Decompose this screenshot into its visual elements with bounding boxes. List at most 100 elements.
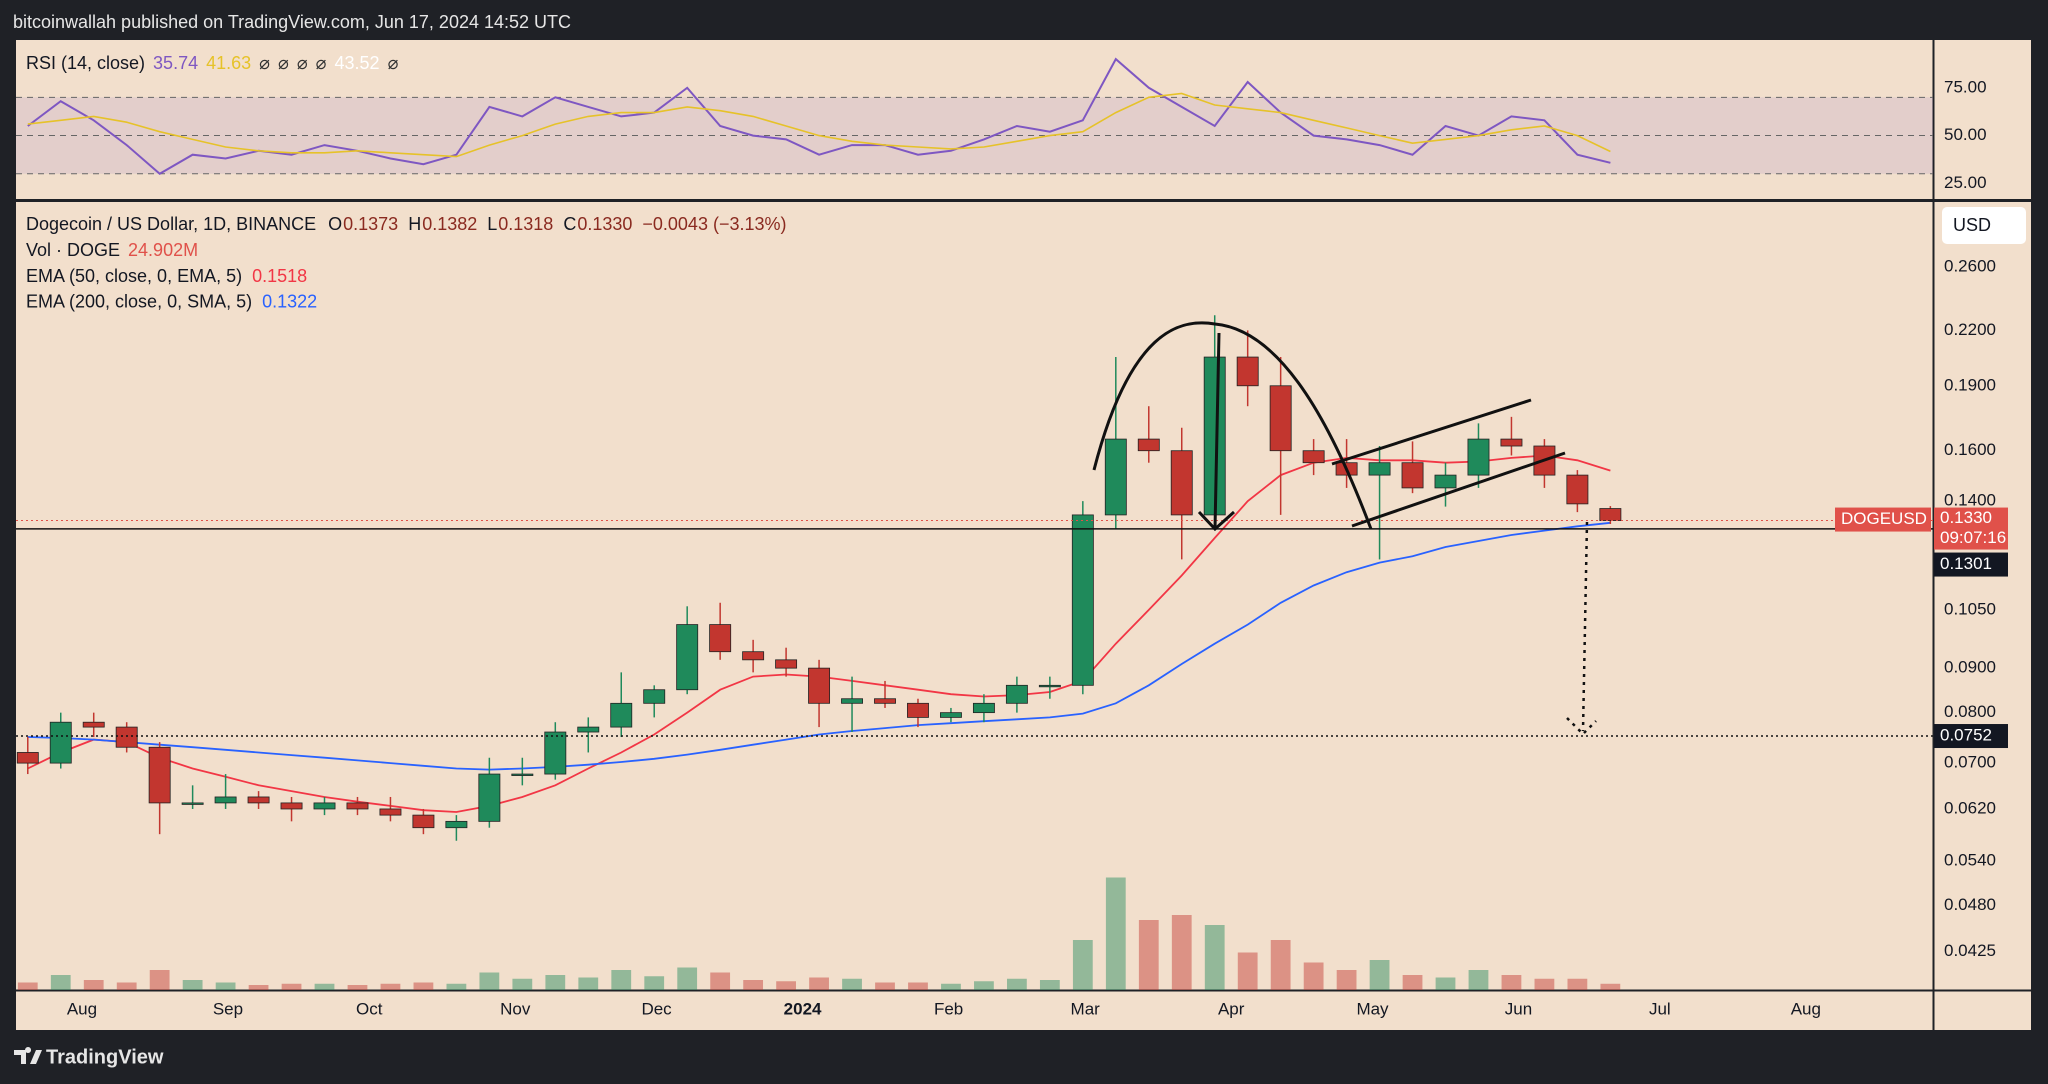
candle-body xyxy=(1137,438,1160,452)
volume-bar xyxy=(1435,977,1456,990)
x-tick-label: 2024 xyxy=(784,999,822,1018)
candle-body xyxy=(643,689,666,704)
brand[interactable]: TradingView xyxy=(14,1046,164,1068)
volume-bar xyxy=(248,985,269,990)
volume-bar xyxy=(644,976,665,990)
volume-bar xyxy=(611,970,632,990)
x-tick-label: Aug xyxy=(1791,999,1821,1018)
x-tick-label: Nov xyxy=(500,999,531,1018)
change-value: −0.0043 (−3.13%) xyxy=(642,214,786,234)
volume-bar xyxy=(50,975,71,990)
x-tick-label: Apr xyxy=(1218,999,1245,1018)
candle-body xyxy=(1566,474,1589,505)
publisher: bitcoinwallah published on TradingView.c… xyxy=(13,12,571,32)
candle-body xyxy=(49,721,72,764)
volume-bar xyxy=(446,983,467,990)
brand-name[interactable]: TradingView xyxy=(46,1046,164,1068)
y-tick-label: 0.2600 xyxy=(1944,257,1996,276)
candle-body xyxy=(478,773,501,822)
x-tick-label: Jun xyxy=(1505,999,1532,1018)
symbol-title: Dogecoin / US Dollar, 1D, BINANCE xyxy=(26,214,316,234)
candle-body xyxy=(1104,438,1127,516)
volume-bar xyxy=(1171,915,1192,990)
candle-body xyxy=(544,731,567,775)
volume-bar xyxy=(809,977,829,990)
symbol-badge xyxy=(1835,507,1931,532)
volume-bar xyxy=(941,983,961,990)
candle-body xyxy=(181,802,204,805)
volume-bar xyxy=(1501,975,1522,990)
volume-bar xyxy=(1072,940,1093,990)
plot-layer: 75.00 50.00 25.00 RSI (14, close) 35.74 41.63… xyxy=(16,53,2008,1018)
candle-body xyxy=(841,698,863,704)
drawings xyxy=(1092,321,1597,736)
volume-bar xyxy=(1567,978,1588,990)
rsi-title: RSI (14, close) xyxy=(26,53,145,73)
y-tick-label: 0.0540 xyxy=(1944,851,1996,870)
volume-bar xyxy=(1237,952,1258,990)
candle-body xyxy=(742,651,765,661)
ema-value: 0.1322 xyxy=(262,291,317,311)
legend-mark: ⌀ xyxy=(316,53,327,73)
x-tick-label: Dec xyxy=(641,999,672,1018)
candle-body xyxy=(1170,450,1193,516)
target-arrow xyxy=(1566,521,1597,736)
candle-body xyxy=(1368,462,1391,476)
candle-body xyxy=(280,802,303,810)
ohlc-key: L xyxy=(487,214,497,234)
volume-bar xyxy=(578,977,599,990)
volume-value: 24.902M xyxy=(128,240,198,260)
channel-lower xyxy=(1351,451,1566,528)
brand-logo[interactable] xyxy=(14,1047,42,1064)
volume-bar xyxy=(413,982,434,990)
currency-button[interactable]: USD xyxy=(1942,207,2026,244)
legend-extra: 43.52 xyxy=(335,53,380,73)
volume-bar xyxy=(1138,920,1159,990)
candle-body xyxy=(939,712,962,718)
ohlc-key: H xyxy=(408,214,421,234)
ohlc-value: 0.1318 xyxy=(498,214,553,234)
volume-bar xyxy=(1534,978,1555,990)
y-tick-label: 0.0800 xyxy=(1944,702,1996,721)
candle-body xyxy=(412,814,435,829)
y-tick-label: 0.2200 xyxy=(1944,320,1996,339)
volume-bar xyxy=(1336,970,1357,990)
series-line xyxy=(27,92,1611,158)
candle-body xyxy=(874,698,896,704)
candle-body xyxy=(1401,462,1424,489)
currency-button-bg[interactable] xyxy=(1942,207,2026,244)
volume-bar xyxy=(1039,980,1060,990)
channel-upper xyxy=(1331,398,1532,466)
legend-mark: ⌀ xyxy=(388,53,399,73)
volume-bar xyxy=(347,985,368,990)
volume-bar xyxy=(281,983,302,990)
y-tick-label: 0.1050 xyxy=(1944,599,1996,618)
candle-body xyxy=(16,752,39,764)
x-tick-label: Mar xyxy=(1071,999,1101,1018)
volume-bar xyxy=(1369,960,1390,990)
candle-body xyxy=(676,624,699,691)
candle-body xyxy=(1236,356,1259,387)
volume-name: Vol · DOGE xyxy=(26,240,120,260)
y-tick-label: 0.0900 xyxy=(1944,658,1996,677)
y-tick-label: 25.00 xyxy=(1944,173,1987,192)
candle-body xyxy=(1005,684,1028,704)
candle-body xyxy=(808,667,831,704)
volume-bar xyxy=(149,970,170,990)
candle-body xyxy=(610,702,633,728)
rsi-value: 35.74 xyxy=(153,53,198,73)
candle-body xyxy=(1599,508,1622,521)
line-badge-label: 0.0752 xyxy=(1940,726,1992,745)
legend-mark: ⌀ xyxy=(259,53,270,73)
y-tick-label: 0.0425 xyxy=(1944,941,1996,960)
series-line xyxy=(27,521,1611,771)
volume-bar xyxy=(710,972,731,990)
x-tick-label: Feb xyxy=(934,999,963,1018)
volume-bar xyxy=(215,982,236,990)
currency-label[interactable]: USD xyxy=(1953,215,1991,235)
candle-body xyxy=(1500,438,1523,447)
countdown-label: 09:07:16 xyxy=(1940,528,2006,547)
volume-bar xyxy=(776,981,796,990)
y-tick-label: 75.00 xyxy=(1944,77,1987,96)
volume-bar xyxy=(842,978,862,990)
